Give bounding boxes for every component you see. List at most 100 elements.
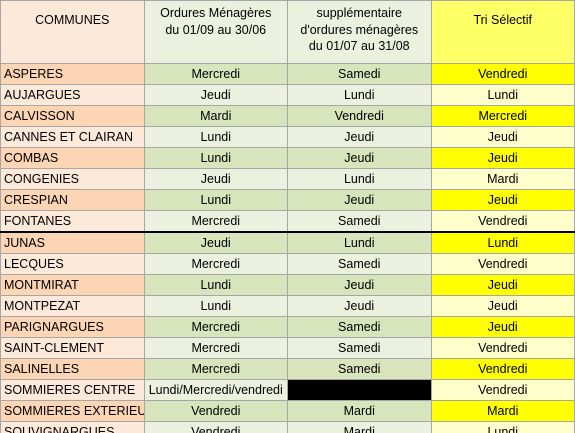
table-row: FONTANES Mercredi Samedi Vendredi	[0, 210, 575, 233]
commune-cell: AUJARGUES	[0, 84, 145, 106]
table-row: CONGENIES Jeudi Lundi Mardi	[0, 168, 575, 190]
day-cell: Vendredi	[143, 400, 288, 422]
day-cell: Vendredi	[430, 253, 575, 275]
commune-cell: SOMMIERES EXTERIEURS	[0, 400, 145, 422]
day-cell: Mercredi	[143, 63, 288, 85]
day-cell: Lundi	[143, 274, 288, 296]
table-body: ASPERES Mercredi Samedi Vendredi AUJARGUES Je…	[0, 63, 575, 433]
day-cell: Jeudi	[143, 84, 288, 106]
commune-cell: SALINELLES	[0, 358, 145, 380]
day-cell: Lundi	[430, 84, 575, 106]
day-cell: Lundi	[287, 231, 432, 254]
day-cell: Vendredi	[430, 63, 575, 85]
day-cell: Vendredi	[287, 105, 432, 127]
day-cell: Lundi	[287, 84, 432, 106]
header-cell: COMMUNES	[0, 0, 145, 64]
day-cell: Jeudi	[287, 126, 432, 148]
day-cell: Mardi	[287, 400, 432, 422]
day-cell: Samedi	[287, 210, 432, 233]
day-cell: Samedi	[287, 253, 432, 275]
day-cell: Lundi/Mercredi/vendredi	[143, 379, 288, 401]
day-cell: Mercredi	[430, 105, 575, 127]
header-text: du 01/07 au 31/08	[308, 39, 410, 53]
day-cell: Jeudi	[430, 126, 575, 148]
day-cell: Vendredi	[430, 358, 575, 380]
day-cell: Jeudi	[143, 231, 288, 254]
header-cell: Tri Sélectif	[430, 0, 575, 64]
day-cell: Jeudi	[430, 316, 575, 338]
commune-cell: CALVISSON	[0, 105, 145, 127]
table-row: SOMMIERES EXTERIEURSVendrediMardiMardi	[0, 400, 575, 422]
day-cell: Mardi	[287, 421, 432, 433]
commune-cell: SOUVIGNARGUES	[0, 421, 145, 433]
day-cell: Vendredi	[430, 210, 575, 233]
day-cell: Jeudi	[287, 295, 432, 317]
commune-cell: MONTMIRAT	[0, 274, 145, 296]
commune-cell: SOMMIERES CENTRE	[0, 379, 145, 401]
table-row: SOUVIGNARGUES Vendredi Mardi Lundi	[0, 421, 575, 433]
table-row: SALINELLES Mercredi Samedi Vendredi	[0, 358, 575, 380]
table-row: PARIGNARGUES Mercredi Samedi Jeudi	[0, 316, 575, 338]
day-cell: Jeudi	[430, 274, 575, 296]
table-row: LECQUES Mercredi Samedi Vendredi	[0, 253, 575, 275]
day-cell: Jeudi	[430, 295, 575, 317]
header-cell: supplémentaire d'ordures ménagères du 01/0…	[287, 0, 432, 64]
header-text: Ordures Ménagères	[160, 6, 272, 20]
day-cell: Mercredi	[143, 358, 288, 380]
day-cell: Vendredi	[430, 379, 575, 401]
header-text: du 01/09 au 30/06	[165, 22, 267, 37]
commune-cell: SAINT-CLEMENT	[0, 337, 145, 359]
table-header: COMMUNES Ordures Ménagères du 01/09 au 30/…	[0, 0, 575, 64]
day-cell: Jeudi	[143, 168, 288, 190]
header-text: COMMUNES	[35, 13, 110, 27]
day-cell: Mardi	[143, 105, 288, 127]
header-text: Tri Sélectif	[473, 13, 533, 27]
table-row: CANNES ET CLAIRAN Lundi Jeudi Jeudi	[0, 126, 575, 148]
blank-cell	[287, 379, 432, 401]
day-cell: Lundi	[143, 189, 288, 211]
commune-cell: ASPERES	[0, 63, 145, 85]
commune-cell: CONGENIES	[0, 168, 145, 190]
day-cell: Mercredi	[143, 337, 288, 359]
table-row: CRESPIAN Lundi Jeudi Jeudi	[0, 189, 575, 211]
day-cell: Samedi	[287, 63, 432, 85]
commune-cell: LECQUES	[0, 253, 145, 275]
commune-cell: CANNES ET CLAIRAN	[0, 126, 145, 148]
header-row: COMMUNES Ordures Ménagères du 01/09 au 30/…	[0, 0, 575, 64]
day-cell: Lundi	[430, 421, 575, 433]
commune-cell: PARIGNARGUES	[0, 316, 145, 338]
commune-cell: COMBAS	[0, 147, 145, 169]
day-cell: Samedi	[287, 358, 432, 380]
day-cell: Samedi	[287, 316, 432, 338]
header-text: d'ordures ménagères	[300, 22, 419, 37]
commune-cell: JUNAS	[0, 231, 145, 254]
table-row: CALVISSON Mardi Vendredi Mercredi	[0, 105, 575, 127]
day-cell: Lundi	[143, 295, 288, 317]
day-cell: Jeudi	[430, 147, 575, 169]
day-cell: Mardi	[430, 168, 575, 190]
table-row: ASPERES Mercredi Samedi Vendredi	[0, 63, 575, 85]
day-cell: Mercredi	[143, 316, 288, 338]
table-row: SAINT-CLEMENT Mercredi Samedi Vendredi	[0, 337, 575, 359]
day-cell: Mercredi	[143, 210, 288, 233]
table-row: MONTPEZAT Lundi Jeudi Jeudi	[0, 295, 575, 317]
table-row: JUNAS Jeudi Lundi Lundi	[0, 231, 575, 254]
day-cell: Jeudi	[287, 189, 432, 211]
day-cell: Jeudi	[430, 189, 575, 211]
day-cell: Lundi	[287, 168, 432, 190]
header-text: supplémentaire	[316, 6, 402, 20]
day-cell: Mercredi	[143, 253, 288, 275]
day-cell: Jeudi	[287, 147, 432, 169]
table-row: AUJARGUES Jeudi Lundi Lundi	[0, 84, 575, 106]
commune-cell: MONTPEZAT	[0, 295, 145, 317]
day-cell: Jeudi	[287, 274, 432, 296]
day-cell: Vendredi	[430, 337, 575, 359]
day-cell: Samedi	[287, 337, 432, 359]
table-row: SOMMIERES CENTRE Lundi/Mercredi/vendredi V…	[0, 379, 575, 401]
day-cell: Mardi	[430, 400, 575, 422]
day-cell: Lundi	[143, 126, 288, 148]
day-cell: Lundi	[143, 147, 288, 169]
table-row: MONTMIRAT Lundi Jeudi Jeudi	[0, 274, 575, 296]
